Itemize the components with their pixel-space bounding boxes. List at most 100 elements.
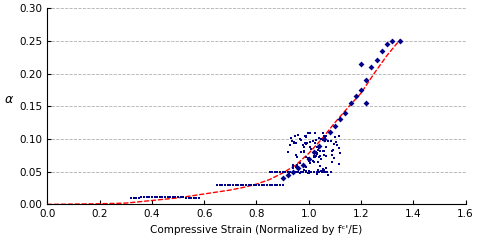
- Point: [307, 170, 315, 174]
- Point: [328, 160, 336, 164]
- Point: [268, 170, 276, 174]
- Point: [306, 131, 314, 135]
- Point: [302, 134, 310, 138]
- Point: [320, 135, 328, 138]
- Point: [299, 164, 306, 168]
- Point: [301, 150, 308, 154]
- Point: [297, 170, 304, 174]
- Point: [305, 159, 313, 163]
- Point: [302, 165, 310, 169]
- Point: [373, 59, 380, 62]
- Point: [156, 195, 163, 199]
- Point: [271, 170, 279, 174]
- Point: [263, 183, 271, 187]
- Point: [322, 145, 329, 148]
- Point: [347, 101, 354, 105]
- Point: [143, 195, 151, 199]
- Point: [327, 170, 335, 174]
- Point: [304, 171, 312, 175]
- Point: [297, 138, 305, 142]
- Point: [327, 139, 335, 142]
- Point: [285, 172, 293, 176]
- Point: [282, 170, 289, 174]
- Point: [292, 170, 300, 174]
- Point: [320, 153, 328, 157]
- Point: [396, 39, 404, 43]
- Point: [313, 145, 321, 149]
- Point: [383, 42, 391, 46]
- Point: [320, 167, 327, 171]
- Point: [357, 88, 365, 92]
- Point: [279, 176, 286, 180]
- Point: [336, 117, 344, 121]
- Point: [304, 156, 312, 160]
- Point: [323, 170, 330, 174]
- Point: [324, 140, 332, 143]
- Point: [315, 170, 323, 174]
- Point: [242, 183, 250, 187]
- Point: [310, 170, 318, 174]
- Point: [315, 156, 323, 159]
- Point: [305, 169, 313, 173]
- Point: [322, 154, 329, 158]
- Point: [317, 137, 325, 141]
- Point: [310, 154, 318, 158]
- Point: [132, 196, 140, 200]
- Point: [324, 173, 332, 177]
- Point: [185, 196, 192, 200]
- Point: [320, 168, 328, 172]
- Point: [303, 169, 310, 173]
- Point: [328, 153, 336, 157]
- Point: [288, 139, 296, 142]
- Point: [368, 65, 375, 69]
- Point: [293, 141, 300, 145]
- X-axis label: Compressive Strain (Normalized by fᶜ'/E): Compressive Strain (Normalized by fᶜ'/E): [150, 225, 363, 235]
- Point: [279, 170, 286, 174]
- Point: [310, 150, 318, 154]
- Point: [229, 183, 237, 187]
- Point: [315, 146, 323, 150]
- Point: [130, 196, 138, 200]
- Point: [321, 170, 328, 174]
- Point: [333, 143, 341, 147]
- Point: [336, 134, 343, 137]
- Point: [248, 183, 255, 187]
- Point: [289, 170, 297, 174]
- Point: [330, 156, 337, 160]
- Point: [341, 111, 349, 115]
- Point: [336, 147, 343, 150]
- Point: [378, 49, 386, 53]
- Point: [352, 95, 359, 98]
- Point: [315, 144, 323, 147]
- Point: [195, 196, 203, 200]
- Point: [316, 154, 324, 158]
- Point: [138, 195, 145, 199]
- Point: [302, 170, 310, 174]
- Point: [336, 151, 344, 155]
- Point: [322, 166, 330, 170]
- Point: [289, 170, 297, 174]
- Point: [250, 183, 258, 187]
- Point: [276, 170, 284, 174]
- Point: [253, 183, 261, 187]
- Point: [174, 195, 182, 199]
- Point: [271, 183, 279, 187]
- Point: [216, 183, 224, 187]
- Point: [332, 140, 340, 144]
- Point: [319, 131, 326, 135]
- Point: [296, 161, 304, 164]
- Point: [292, 165, 300, 169]
- Point: [291, 134, 298, 138]
- Point: [239, 183, 247, 187]
- Point: [193, 196, 200, 200]
- Point: [300, 145, 307, 149]
- Point: [273, 170, 281, 174]
- Point: [276, 183, 284, 187]
- Point: [389, 39, 396, 43]
- Point: [313, 138, 320, 142]
- Point: [307, 140, 315, 144]
- Point: [302, 135, 309, 139]
- Point: [300, 168, 308, 172]
- Point: [322, 134, 329, 137]
- Point: [294, 170, 302, 174]
